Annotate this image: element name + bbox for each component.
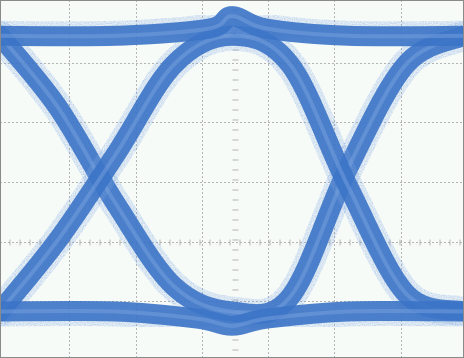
eye-trace-2 <box>0 20 464 327</box>
eye-traces <box>0 1 464 341</box>
eye-trace-3 <box>0 1 464 52</box>
eye-trace-4 <box>0 295 464 341</box>
